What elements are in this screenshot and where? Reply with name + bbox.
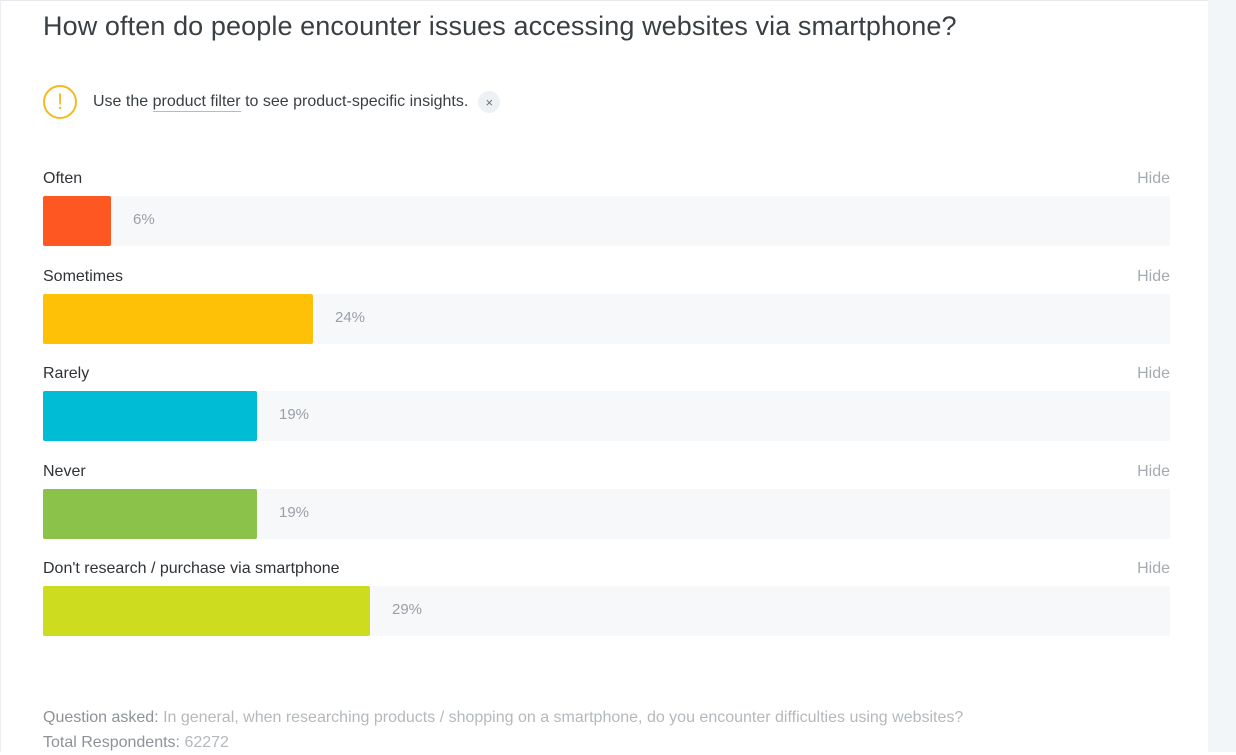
bar-category-label: Often — [43, 170, 83, 187]
bar-track: 29% — [43, 586, 1170, 636]
bar-row: Rarely Hide 19% — [43, 365, 1170, 445]
notice-suffix: to see product-specific insights. — [240, 93, 469, 110]
total-respondents-label: Total Respondents: — [43, 734, 180, 751]
notice-text: Use the product filter to see product-sp… — [93, 93, 469, 112]
bar-track: 24% — [43, 293, 1170, 344]
notice-prefix: Use the — [93, 93, 153, 110]
bar — [43, 196, 111, 246]
question-asked-text: In general, when researching products / … — [163, 709, 964, 726]
exclamation-icon: ! — [43, 85, 77, 119]
product-filter-link[interactable]: product filter — [152, 93, 241, 112]
bar — [43, 293, 313, 344]
question-title: How often do people encounter issues acc… — [43, 11, 957, 41]
question-asked-label: Question asked: — [43, 709, 159, 726]
question-asked: Question asked: In general, when researc… — [43, 705, 963, 730]
bar-category-label: Rarely — [43, 365, 90, 382]
total-respondents-value: 62272 — [184, 734, 229, 751]
bar-row: Often Hide 6% — [43, 170, 1170, 250]
bar-category-label: Don't research / purchase via smartphone — [43, 560, 340, 577]
bar-value-label: 19% — [279, 503, 310, 521]
bar-row: Sometimes Hide 24% — [43, 268, 1170, 348]
bar-track: 19% — [43, 391, 1170, 441]
product-filter-notice: ! Use the product filter to see product-… — [43, 83, 501, 121]
bar-value-label: 24% — [335, 308, 366, 326]
hide-option-link[interactable]: Hide — [1137, 462, 1170, 480]
right-gutter — [1208, 0, 1236, 752]
total-respondents: Total Respondents: 62272 — [43, 730, 963, 755]
bar-value-label: 19% — [279, 406, 310, 423]
bar-value-label: 6% — [133, 211, 155, 228]
bar — [43, 391, 257, 441]
survey-footer: Question asked: In general, when researc… — [43, 705, 963, 755]
bar-track: 6% — [43, 196, 1170, 246]
bar-row: Don't research / purchase via smartphone… — [43, 560, 1170, 640]
bar-row: Never Hide 19% — [43, 463, 1170, 543]
bar — [43, 586, 370, 636]
bar-track: 19% — [43, 488, 1170, 539]
bar-category-label: Sometimes — [43, 267, 124, 285]
hide-option-link[interactable]: Hide — [1137, 170, 1170, 187]
bar-value-label: 29% — [392, 601, 423, 618]
close-notice-button[interactable]: × — [478, 91, 501, 113]
hide-option-link[interactable]: Hide — [1137, 267, 1170, 285]
bar-category-label: Never — [43, 462, 86, 480]
hide-option-link[interactable]: Hide — [1137, 365, 1170, 382]
bar — [43, 488, 257, 539]
survey-card: How often do people encounter issues acc… — [0, 0, 1208, 752]
hide-option-link[interactable]: Hide — [1137, 560, 1170, 577]
